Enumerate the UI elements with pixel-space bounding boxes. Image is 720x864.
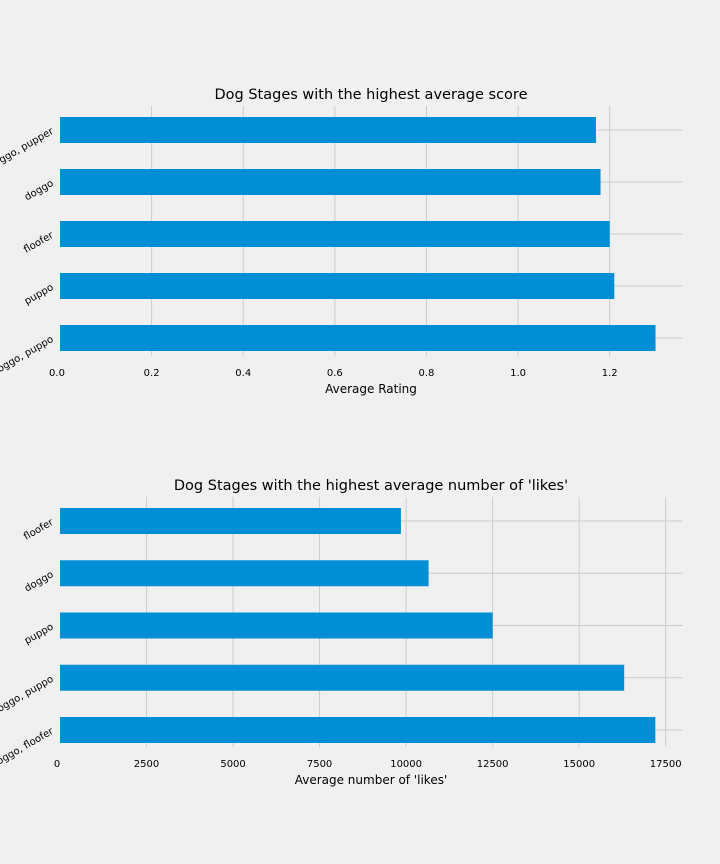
chart-title: Dog Stages with the highest average numb… <box>174 478 568 494</box>
chart-average-likes: 0 2500 5000 7500 10000 12500 15000 17500 floofe… <box>0 478 683 787</box>
bar <box>60 169 601 195</box>
chart-bars <box>60 508 656 743</box>
chart-bars <box>60 117 656 351</box>
y-tick-label: puppo <box>23 282 56 307</box>
y-tick-label: floofer <box>22 517 56 543</box>
x-axis-label: Average number of 'likes' <box>295 773 448 787</box>
bar <box>60 221 610 247</box>
x-tick-label: 1.0 <box>510 368 526 379</box>
x-tick-label: 0 <box>54 759 60 770</box>
x-tick-label: 2500 <box>134 759 159 770</box>
x-tick-label: 0.6 <box>327 368 343 379</box>
x-tick-label: 7500 <box>307 759 332 770</box>
x-tick-labels: 0 2500 5000 7500 10000 12500 15000 17500 <box>54 759 682 770</box>
bar <box>60 664 625 691</box>
y-tick-label: doggo, pupper <box>0 126 56 173</box>
x-tick-label: 10000 <box>390 759 422 770</box>
chart-average-score: 0.0 0.2 0.4 0.6 0.8 1.0 1.2 doggo, pupperdoggo… <box>0 87 683 396</box>
x-tick-label: 5000 <box>220 759 245 770</box>
x-axis-label: Average Rating <box>325 382 417 396</box>
x-tick-label: 1.2 <box>602 368 618 379</box>
bar <box>60 717 656 743</box>
x-tick-label: 0.8 <box>419 368 435 379</box>
y-tick-label: doggo <box>23 178 56 203</box>
x-tick-label: 12500 <box>477 759 509 770</box>
x-tick-labels: 0.0 0.2 0.4 0.6 0.8 1.0 1.2 <box>49 368 618 379</box>
bar <box>60 325 656 351</box>
y-tick-label: doggo <box>23 569 56 594</box>
x-tick-label: 17500 <box>650 759 682 770</box>
bar <box>60 117 596 143</box>
bar <box>60 612 493 639</box>
y-tick-label: doggo, puppo <box>0 674 56 718</box>
chart-title: Dog Stages with the highest average scor… <box>214 87 527 103</box>
bar <box>60 560 429 587</box>
bar <box>60 508 401 534</box>
y-tick-labels: floofer doggo puppo doggo, puppo doggo, floo… <box>0 517 56 771</box>
y-tick-label: floofer <box>22 230 56 256</box>
y-tick-label: doggo, floofer <box>0 726 56 771</box>
y-tick-labels: doggo, pupper doggo floofer puppo doggo, pup… <box>0 126 56 379</box>
x-tick-label: 0.2 <box>144 368 160 379</box>
y-tick-label: puppo <box>23 622 56 647</box>
x-tick-label: 15000 <box>563 759 595 770</box>
bar <box>60 273 615 299</box>
y-tick-label: doggo, puppo <box>0 334 56 378</box>
x-tick-label: 0.4 <box>235 368 251 379</box>
x-tick-label: 0.0 <box>49 368 65 379</box>
